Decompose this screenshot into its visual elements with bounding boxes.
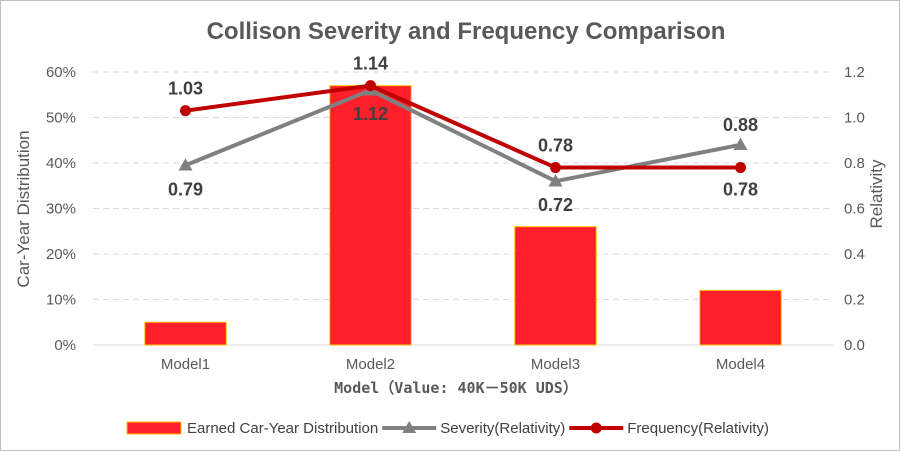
y2-tick-label: 1.0 xyxy=(844,110,865,127)
circle-marker xyxy=(365,80,376,92)
y2-tick-label: 0.6 xyxy=(844,201,865,218)
frequency-data-label: 1.03 xyxy=(168,79,203,99)
series-line xyxy=(185,83,741,170)
y-tick-label: 10% xyxy=(46,292,76,309)
circle-marker xyxy=(180,105,191,117)
gridlines xyxy=(93,71,833,300)
severity-data-label: 0.72 xyxy=(538,195,573,215)
severity-data-label: 1.12 xyxy=(353,104,388,124)
triangle-marker xyxy=(178,158,193,171)
x-tick-label: Model3 xyxy=(531,356,580,373)
series-line xyxy=(184,88,741,184)
y2-tick-label: 1.2 xyxy=(844,64,865,81)
triangle-marker xyxy=(733,137,748,151)
bar xyxy=(144,321,227,346)
y-tick-label: 0% xyxy=(54,337,76,354)
y2-tick-label: 0.0 xyxy=(844,337,865,354)
y2-tick-label: 0.8 xyxy=(844,155,865,172)
severity-data-label: 0.79 xyxy=(168,179,203,199)
x-tick-label: Model4 xyxy=(716,356,765,373)
y2-tick-label: 0.2 xyxy=(844,292,865,309)
bar xyxy=(514,226,597,346)
y2-tick-label: 0.4 xyxy=(844,246,865,263)
frequency-data-label: 1.14 xyxy=(353,54,388,74)
frequency-data-label: 0.78 xyxy=(723,180,758,200)
legend-circle-marker xyxy=(590,422,602,434)
circle-marker xyxy=(735,162,746,174)
legend-label: Severity(Relativity) xyxy=(440,420,565,437)
legend-bar-swatch xyxy=(126,421,182,435)
y-tick-label: 50% xyxy=(46,110,76,127)
triangle-marker xyxy=(548,174,563,187)
x-axis-title: Model（Value: 40K－50K UDS） xyxy=(334,379,578,397)
y-tick-label: 30% xyxy=(46,201,76,218)
legend-triangle-marker xyxy=(402,421,417,433)
right-axis-ticks: 0.0 0.2 0.4 0.6 0.8 1.0 1.2 xyxy=(844,64,865,354)
legend-label: Earned Car-Year Distribution xyxy=(187,420,378,437)
legend: Earned Car-Year Distribution Severity(Rel… xyxy=(126,420,769,437)
x-tick-label: Model2 xyxy=(346,356,395,373)
left-axis-ticks: 0% 10% 20% 30% 40% 50% 60% xyxy=(46,64,76,354)
circle-marker xyxy=(550,162,561,174)
bar xyxy=(699,289,782,346)
data-labels: 0.79 1.12 0.72 0.88 1.03 1.14 0.78 0.78 xyxy=(168,54,758,216)
frequency-data-label: 0.78 xyxy=(538,136,573,156)
y2-axis-title: Relativity xyxy=(867,159,886,228)
y-tick-label: 60% xyxy=(46,64,76,81)
bar xyxy=(329,85,412,346)
bar-series xyxy=(144,85,782,346)
x-axis-ticks: Model1 Model2 Model3 Model4 xyxy=(161,356,765,373)
y-tick-label: 40% xyxy=(46,155,76,172)
y-axis-title: Car-Year Distribution xyxy=(14,130,33,287)
x-tick-label: Model1 xyxy=(161,356,210,373)
y-tick-label: 20% xyxy=(46,246,76,263)
line-series xyxy=(178,80,748,187)
legend-label: Frequency(Relativity) xyxy=(627,420,769,437)
severity-data-label: 0.88 xyxy=(723,115,758,135)
chart-title: Collison Severity and Frequency Comparis… xyxy=(207,18,726,45)
